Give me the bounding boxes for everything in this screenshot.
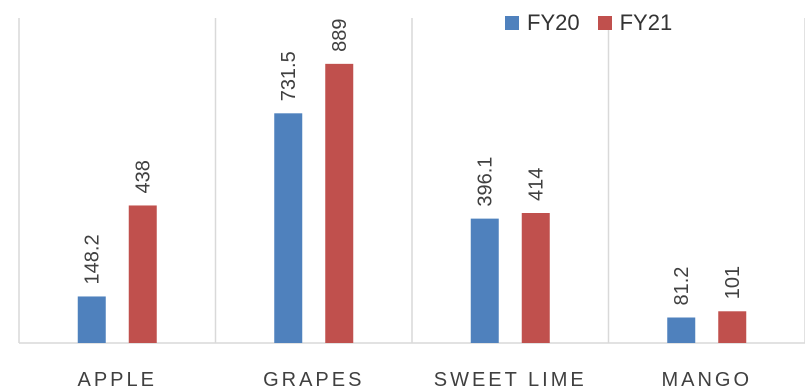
category-separators	[18, 18, 805, 343]
bar-fy20-apple	[77, 296, 106, 343]
data-label: 438	[133, 160, 155, 193]
data-label: 414	[526, 168, 548, 201]
legend-label-fy21: FY21	[619, 10, 673, 35]
legend-swatch-fy21	[597, 16, 612, 30]
legend-label-fy20: FY20	[527, 10, 580, 35]
x-tick-label: MANGO	[661, 369, 752, 391]
bar-fy20-grapes	[274, 113, 303, 344]
x-tick-label: GRAPES	[263, 369, 364, 391]
bar-fy21-sweet-lime	[521, 213, 550, 343]
data-label: 889	[329, 18, 351, 51]
legend-swatch-fy20	[505, 16, 519, 30]
legend-item-fy21: FY21	[597, 10, 673, 36]
data-labels: 148.2 438 731.5 889 396.1 414 81.2 101	[82, 18, 745, 305]
data-label: 81.2	[671, 267, 693, 306]
bar-fy21-mango	[718, 311, 747, 343]
x-tick-label: SWEET LIME	[434, 369, 587, 391]
legend: FY20 FY21	[505, 10, 672, 36]
data-label: 731.5	[278, 51, 300, 101]
x-tick-label: APPLE	[78, 369, 157, 391]
bar-fy21-apple	[128, 205, 157, 343]
bar-fy20-sweet-lime	[470, 218, 499, 343]
bar-fy21-grapes	[325, 63, 354, 343]
data-label: 101	[722, 266, 744, 299]
legend-item-fy20: FY20	[505, 10, 580, 36]
bar-fy20-mango	[667, 317, 696, 343]
bars	[77, 63, 747, 344]
data-label: 396.1	[475, 157, 497, 207]
x-tick-labels: APPLE GRAPES SWEET LIME MANGO	[78, 369, 752, 391]
data-label: 148.2	[82, 234, 104, 284]
